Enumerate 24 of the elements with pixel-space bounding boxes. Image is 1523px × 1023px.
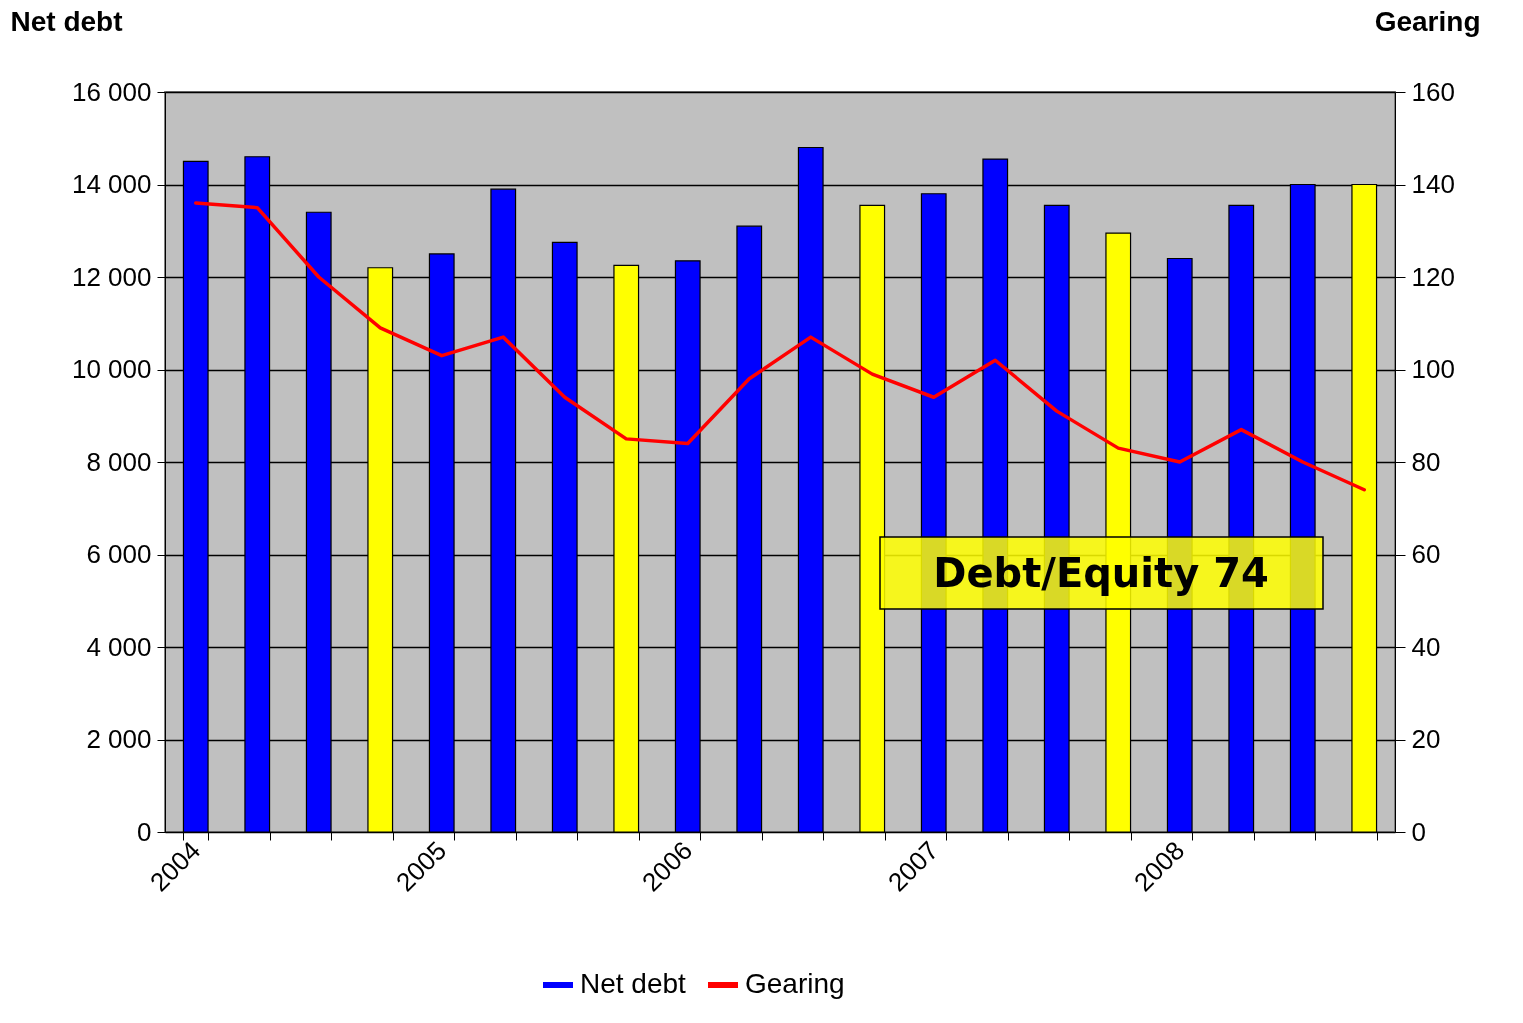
y2-tick-label: 40	[1411, 631, 1441, 662]
y2-tick-label: 100	[1411, 354, 1455, 384]
legend-label: Gearing	[745, 968, 845, 999]
y2-tick-label: 160	[1411, 76, 1455, 107]
annotation: Debt/Equity 74	[933, 550, 1269, 596]
y-tick-label: 2 000	[86, 724, 152, 754]
y-tick-label: 4 000	[86, 631, 152, 662]
y-tick-label: 14 000	[71, 169, 152, 199]
y2-tick-label: 60	[1411, 539, 1441, 569]
y2-tick-label: 120	[1411, 261, 1455, 292]
y-tick-label: 0	[137, 816, 152, 847]
y-tick-label: 16 000	[71, 76, 152, 107]
y2-axis-title: Gearing	[1374, 5, 1481, 37]
legend-label: Net debt	[580, 968, 687, 999]
y-tick-label: 10 000	[71, 354, 152, 384]
y-tick-label: 8 000	[86, 446, 152, 477]
y-tick-label: 6 000	[86, 539, 152, 569]
y2-tick-label: 0	[1411, 816, 1426, 847]
y-tick-label: 12 000	[71, 261, 152, 292]
y2-tick-label: 140	[1411, 169, 1455, 199]
y2-tick-label: 20	[1411, 724, 1441, 754]
y-axis-title: Net debt	[10, 5, 123, 37]
y2-tick-label: 80	[1411, 446, 1441, 477]
line-series	[194, 201, 1366, 492]
